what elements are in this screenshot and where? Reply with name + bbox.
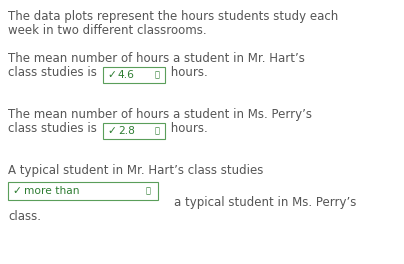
Text: 2.8: 2.8	[118, 126, 135, 136]
Text: ✓: ✓	[107, 70, 116, 80]
Text: hours.: hours.	[167, 122, 208, 135]
Text: ✓: ✓	[107, 126, 116, 136]
Text: The mean number of hours a student in Ms. Perry’s: The mean number of hours a student in Ms…	[8, 108, 312, 121]
Text: ⤵: ⤵	[155, 126, 160, 135]
Text: 4.6: 4.6	[118, 70, 135, 80]
Text: The mean number of hours a student in Mr. Hart’s: The mean number of hours a student in Mr…	[8, 52, 305, 65]
Text: A typical student in Mr. Hart’s class studies: A typical student in Mr. Hart’s class st…	[8, 164, 263, 177]
Text: a typical student in Ms. Perry’s: a typical student in Ms. Perry’s	[174, 196, 356, 209]
Text: week in two different classrooms.: week in two different classrooms.	[8, 24, 206, 37]
Text: The data plots represent the hours students study each: The data plots represent the hours stude…	[8, 10, 338, 23]
Text: ⤵: ⤵	[146, 186, 151, 196]
Text: class studies is: class studies is	[8, 122, 101, 135]
Text: ✓: ✓	[12, 186, 21, 196]
Text: class studies is: class studies is	[8, 66, 101, 79]
Text: class.: class.	[8, 210, 41, 223]
Text: more than: more than	[24, 186, 80, 196]
Text: hours.: hours.	[167, 66, 208, 79]
Text: ⤵: ⤵	[155, 70, 160, 79]
